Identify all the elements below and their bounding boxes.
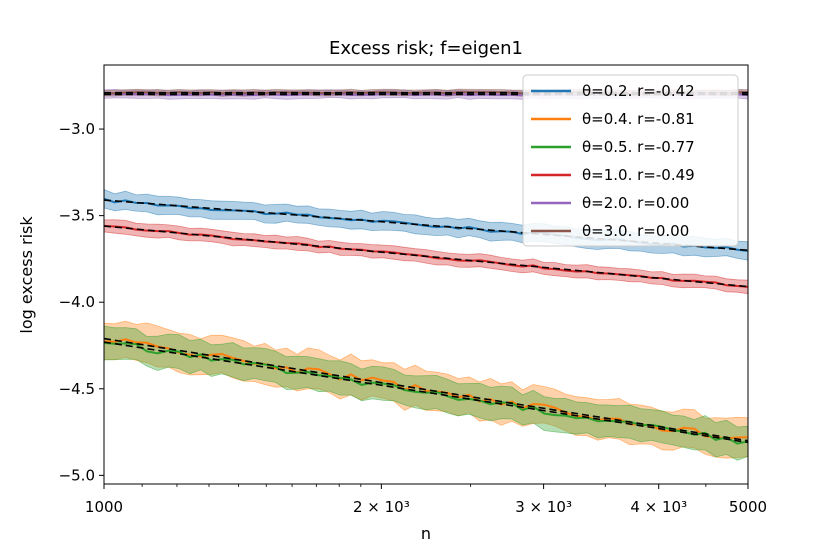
y-axis-ticks: −3.0 −3.5 −4.0 −4.5 −5.0: [59, 120, 104, 484]
x-tick-label: 5000: [729, 498, 767, 516]
x-tick-label: 2 × 10³: [353, 498, 410, 516]
legend-label: θ=0.5. r=-0.77: [582, 138, 695, 156]
y-tick-label: −4.5: [59, 380, 95, 398]
x-axis-ticks: 1000 2 × 10³ 3 × 10³ 4 × 10³ 5000: [85, 484, 767, 516]
x-axis-label: n: [421, 524, 431, 543]
legend-label: θ=3.0. r=0.00: [582, 222, 689, 240]
legend-label: θ=2.0. r=0.00: [582, 194, 689, 212]
fit-line: [103, 225, 749, 288]
legend-label: θ=0.4. r=-0.81: [582, 110, 695, 128]
y-tick-label: −3.5: [59, 207, 95, 225]
fit-lines: [103, 91, 749, 444]
y-tick-label: −5.0: [59, 466, 95, 484]
chart-title: Excess risk; f=eigen1: [329, 38, 523, 59]
y-axis-label: log excess risk: [17, 216, 36, 334]
x-tick-label: 3 × 10³: [515, 498, 572, 516]
legend-label: θ=1.0. r=-0.49: [582, 166, 695, 184]
legend-box: [522, 74, 739, 247]
y-tick-label: −4.0: [59, 293, 95, 311]
fit-line: [103, 337, 749, 442]
x-tick-label: 4 × 10³: [630, 498, 687, 516]
fit-line: [103, 199, 749, 252]
y-tick-label: −3.0: [59, 120, 95, 138]
x-tick-label: 1000: [85, 498, 123, 516]
plot-frame: [103, 64, 749, 485]
legend-label: θ=0.2. r=-0.42: [582, 82, 695, 100]
legend: θ=0.2. r=-0.42 θ=0.4. r=-0.81 θ=0.5. r=-0.…: [522, 74, 739, 247]
fit-line: [103, 341, 749, 444]
